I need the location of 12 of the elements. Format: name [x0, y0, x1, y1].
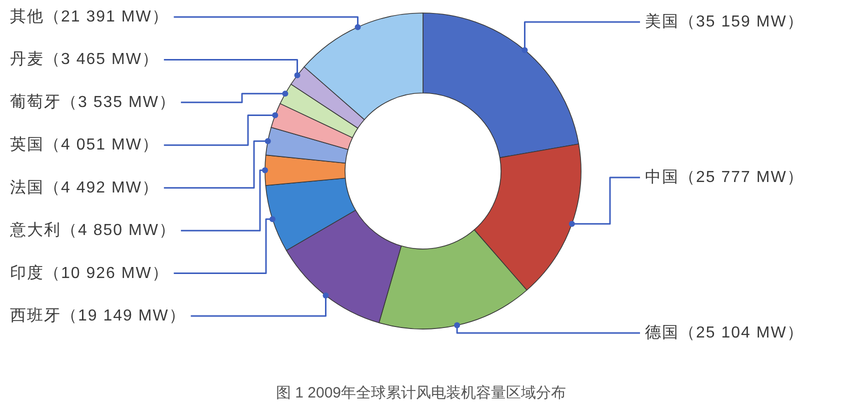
- label: 其他（21 391 MW）: [10, 8, 169, 26]
- label: 意大利（4 850 MW）: [10, 222, 176, 240]
- label: 中国（25 777 MW）: [645, 169, 804, 186]
- label: 印度（10 926 MW）: [10, 264, 169, 282]
- label: 葡萄牙（3 535 MW）: [10, 94, 176, 111]
- label: 法国（4 492 MW）: [10, 179, 159, 196]
- label: 德国（25 104 MW）: [645, 324, 804, 342]
- title: 图 1 2009年全球累计风电装机容量区域分布: [276, 384, 566, 402]
- label: 西班牙（19 149 MW）: [10, 308, 186, 324]
- label: 美国（35 159 MW）: [645, 14, 804, 30]
- label: 英国（4 051 MW）: [10, 136, 159, 154]
- label: 丹麦（3 465 MW）: [10, 51, 159, 68]
